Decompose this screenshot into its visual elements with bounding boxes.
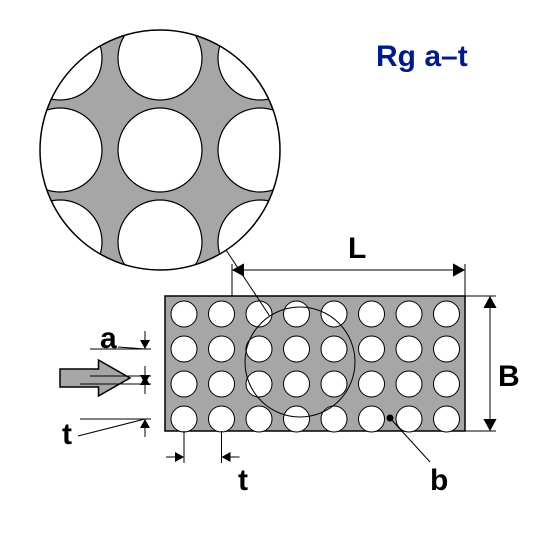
label-B: B	[498, 360, 520, 394]
perforated-plate	[165, 296, 465, 432]
diagram-svg	[0, 0, 550, 550]
detail-circle	[18, 16, 302, 284]
label-a: a	[100, 322, 117, 356]
label-t-left: t	[62, 418, 72, 452]
diagram-stage: Rg a–t L B a t t b	[0, 0, 550, 550]
dimension-L	[232, 263, 465, 296]
label-t-bottom: t	[238, 464, 248, 498]
direction-arrow	[60, 360, 130, 396]
dimension-B	[465, 296, 497, 431]
label-L: L	[348, 232, 366, 266]
label-b: b	[430, 464, 448, 498]
dimension-t-bottom	[166, 431, 240, 463]
